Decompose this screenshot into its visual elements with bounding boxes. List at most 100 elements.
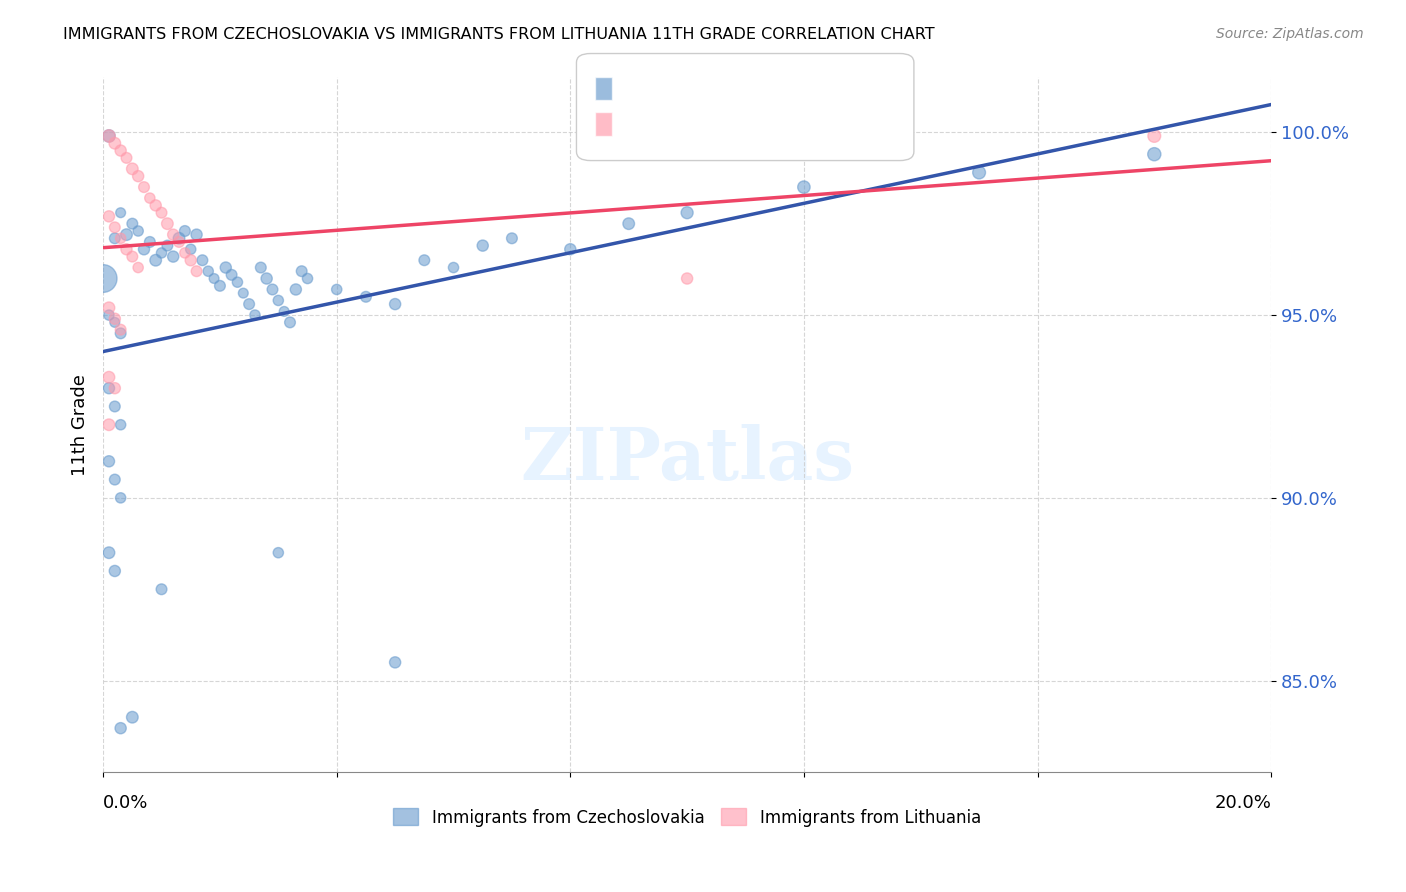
- Point: [98, 128, 121, 143]
- Point: [104, 136, 127, 151]
- Point: [127, 169, 149, 183]
- Text: ZIPatlas: ZIPatlas: [520, 424, 855, 495]
- Point: [98, 454, 121, 468]
- Y-axis label: 11th Grade: 11th Grade: [72, 374, 89, 475]
- Point: [110, 231, 132, 245]
- Point: [115, 151, 138, 165]
- Point: [208, 278, 231, 293]
- Point: [156, 217, 179, 231]
- Point: [471, 238, 494, 252]
- Point: [325, 283, 347, 297]
- Point: [162, 227, 184, 242]
- Point: [104, 400, 127, 414]
- Point: [110, 323, 132, 337]
- Point: [150, 246, 173, 260]
- Point: [98, 308, 121, 322]
- Point: [139, 235, 162, 249]
- Point: [110, 417, 132, 432]
- Point: [232, 286, 254, 301]
- Text: IMMIGRANTS FROM CZECHOSLOVAKIA VS IMMIGRANTS FROM LITHUANIA 11TH GRADE CORRELATI: IMMIGRANTS FROM CZECHOSLOVAKIA VS IMMIGR…: [63, 27, 935, 42]
- Text: R =  0.311   N = 65: R = 0.311 N = 65: [616, 77, 807, 96]
- Point: [98, 546, 121, 560]
- Point: [98, 417, 121, 432]
- Point: [284, 283, 307, 297]
- Point: [104, 473, 127, 487]
- Point: [167, 235, 190, 249]
- Point: [104, 315, 127, 329]
- Point: [98, 301, 121, 315]
- Point: [150, 582, 173, 597]
- Point: [291, 264, 314, 278]
- Point: [173, 224, 195, 238]
- Point: [115, 242, 138, 256]
- Point: [202, 271, 225, 285]
- Point: [501, 231, 523, 245]
- Point: [191, 253, 214, 268]
- Point: [150, 205, 173, 219]
- Point: [278, 315, 301, 329]
- Point: [121, 161, 143, 176]
- Point: [104, 220, 127, 235]
- Text: 0.0%: 0.0%: [103, 794, 149, 812]
- Point: [110, 326, 132, 341]
- Point: [98, 210, 121, 224]
- Point: [145, 198, 167, 212]
- Text: R = 0.383   N = 30: R = 0.383 N = 30: [616, 112, 801, 132]
- Point: [676, 205, 699, 219]
- Point: [167, 231, 190, 245]
- Point: [162, 250, 184, 264]
- Point: [98, 370, 121, 384]
- Point: [617, 217, 640, 231]
- Point: [197, 264, 219, 278]
- Point: [267, 293, 290, 308]
- Point: [127, 260, 149, 275]
- Point: [226, 275, 249, 289]
- Point: [1143, 128, 1166, 143]
- Point: [98, 381, 121, 395]
- Point: [104, 564, 127, 578]
- Point: [267, 546, 290, 560]
- Point: [121, 217, 143, 231]
- Point: [560, 242, 582, 256]
- Point: [115, 227, 138, 242]
- Point: [110, 144, 132, 158]
- Point: [793, 180, 815, 194]
- Point: [104, 231, 127, 245]
- Point: [384, 656, 406, 670]
- Point: [384, 297, 406, 311]
- Point: [145, 253, 167, 268]
- Point: [676, 271, 699, 285]
- Point: [243, 308, 266, 322]
- Point: [186, 264, 208, 278]
- Point: [121, 710, 143, 724]
- Point: [967, 165, 990, 179]
- Point: [127, 224, 149, 238]
- Point: [110, 205, 132, 219]
- Point: [186, 227, 208, 242]
- Point: [98, 128, 121, 143]
- Point: [215, 260, 238, 275]
- Point: [273, 304, 295, 318]
- Point: [104, 381, 127, 395]
- Point: [221, 268, 243, 282]
- Point: [91, 271, 114, 285]
- Point: [121, 250, 143, 264]
- Point: [180, 242, 202, 256]
- Point: [139, 191, 162, 205]
- Point: [443, 260, 465, 275]
- Legend: Immigrants from Czechoslovakia, Immigrants from Lithuania: Immigrants from Czechoslovakia, Immigran…: [387, 802, 987, 833]
- Point: [1143, 147, 1166, 161]
- Point: [110, 491, 132, 505]
- Point: [173, 246, 195, 260]
- Point: [132, 242, 155, 256]
- Point: [156, 238, 179, 252]
- Point: [180, 253, 202, 268]
- Point: [354, 290, 377, 304]
- Point: [238, 297, 260, 311]
- Point: [256, 271, 278, 285]
- Point: [104, 311, 127, 326]
- Text: Source: ZipAtlas.com: Source: ZipAtlas.com: [1216, 27, 1364, 41]
- Point: [132, 180, 155, 194]
- Text: 20.0%: 20.0%: [1215, 794, 1271, 812]
- Point: [110, 721, 132, 735]
